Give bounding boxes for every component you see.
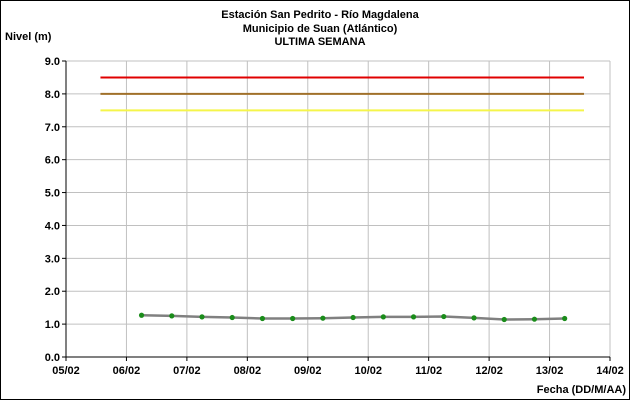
data-point [320, 315, 326, 321]
data-point [501, 316, 507, 323]
x-tick-label: 07/02 [173, 365, 201, 377]
x-tick-label: 10/02 [354, 365, 382, 377]
data-point [229, 314, 235, 321]
x-axis-title: Fecha (DD/M/AA) [537, 384, 627, 396]
x-tick-label: 06/02 [113, 365, 141, 377]
data-point [441, 313, 447, 320]
data-point [471, 315, 477, 321]
y-tick-label: 0.0 [45, 352, 60, 364]
y-tick-label: 8.0 [45, 89, 60, 101]
x-tick-label: 12/02 [475, 365, 503, 377]
axis-layer [62, 60, 611, 361]
x-tick-label: 09/02 [294, 365, 322, 377]
y-tick-label: 2.0 [45, 286, 60, 298]
data-point [380, 314, 386, 320]
data-point [350, 314, 356, 321]
y-tick-label: 3.0 [45, 253, 60, 265]
series-layer [138, 312, 568, 323]
x-tick-label: 13/02 [536, 365, 564, 377]
y-tick-label: 6.0 [45, 155, 60, 167]
y-tick-label: 9.0 [45, 56, 60, 68]
threshold-layer [100, 76, 585, 112]
tick-label-layer: 05/02 06/02 07/02 08/02 09/02 10/02 11/02 12/02… [45, 56, 624, 377]
data-point [169, 313, 175, 319]
y-tick-label: 4.0 [45, 220, 60, 232]
y-axis-title: Nivel (m) [5, 31, 52, 43]
data-point [138, 312, 145, 318]
chart-title: Estación San Pedrito - Río Magdalena [221, 9, 419, 21]
chart-subtitle: Municipio de Suan (Atlántico) [243, 23, 398, 35]
y-tick-label: 1.0 [45, 319, 60, 331]
data-point [199, 314, 205, 320]
data-point [259, 315, 266, 322]
x-tick-label: 08/02 [234, 365, 262, 377]
y-tick-label: 7.0 [45, 122, 60, 134]
data-point [290, 315, 296, 322]
x-tick-label: 11/02 [415, 365, 442, 377]
data-point [410, 314, 417, 320]
chart-subtitle-2: ULTIMA SEMANA [274, 36, 365, 48]
data-point [562, 315, 568, 322]
x-tick-label: 14/02 [596, 365, 624, 377]
y-tick-label: 5.0 [45, 188, 60, 200]
x-tick-label: 05/02 [52, 365, 80, 377]
data-point [531, 316, 538, 322]
